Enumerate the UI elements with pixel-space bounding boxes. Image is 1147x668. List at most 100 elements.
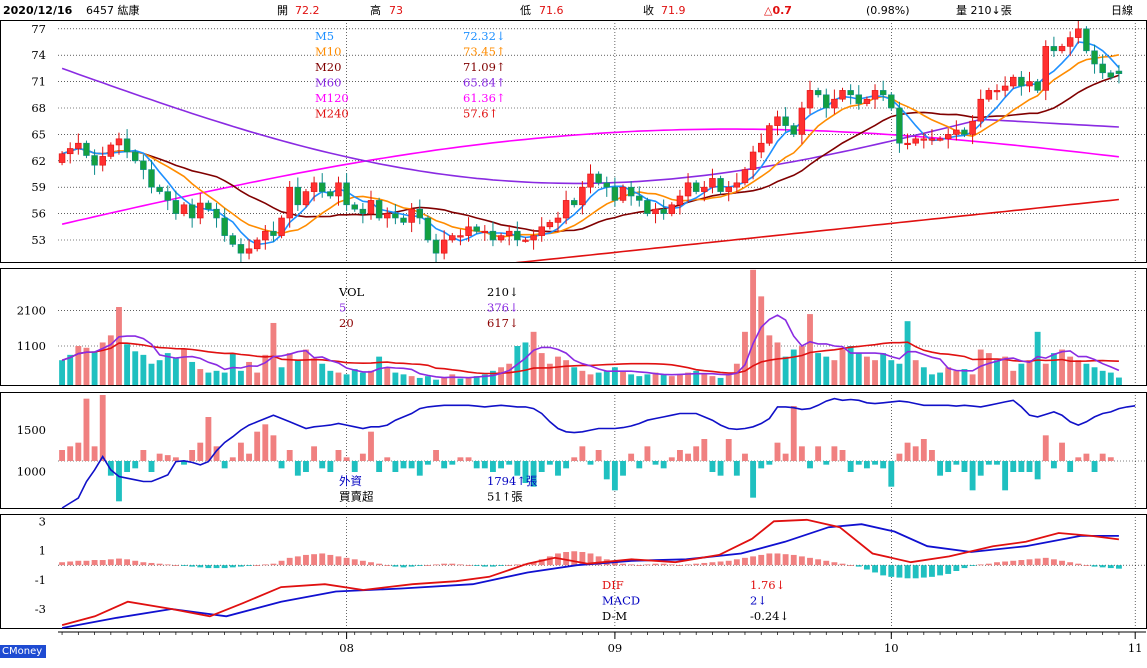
volume-bar: [587, 374, 594, 385]
price-y-tick: 71: [31, 75, 46, 89]
foreign-net-bar: [107, 461, 114, 476]
volume-bar: [1083, 363, 1090, 385]
macd-osc-bar: [506, 565, 513, 566]
volume-bar: [189, 361, 196, 385]
volume-bar: [733, 363, 740, 385]
macd-osc-bar: [424, 565, 431, 566]
candle-body: [392, 213, 399, 219]
macd-osc-bar: [457, 564, 464, 566]
foreign-net-bar: [912, 446, 919, 461]
foreign-net-bar: [424, 461, 431, 465]
foreign-net-bar: [392, 461, 399, 472]
foreign-panel-frame: [0, 392, 1147, 509]
volume-bar: [481, 374, 488, 385]
macd-osc-bar: [392, 565, 399, 567]
candle-body: [1001, 85, 1009, 91]
candle-body: [343, 182, 350, 206]
header-change: △0.7: [764, 4, 792, 17]
candle-body: [1026, 81, 1033, 87]
foreign-net-bar: [1002, 461, 1009, 491]
foreign-net-bar: [75, 442, 82, 461]
macd-osc-bar: [181, 565, 187, 566]
foreign-net-bar: [953, 461, 960, 465]
foreign-net-bar: [571, 457, 578, 461]
volume-bar: [156, 360, 163, 385]
candle-body: [327, 191, 334, 197]
volume-bar: [140, 354, 147, 385]
ma240-line: [515, 198, 1119, 262]
foreign-net-bar: [904, 442, 911, 461]
macd-osc-bar: [286, 557, 293, 566]
foreign-net-bar: [229, 457, 236, 461]
candle-body: [1034, 81, 1041, 91]
price-legend-value: 65.84↑: [463, 76, 506, 90]
volume-bar: [343, 374, 350, 385]
candle-body: [530, 235, 537, 241]
macd-osc-bar: [969, 565, 976, 566]
volume-bar: [319, 363, 326, 385]
volume-bar: [205, 372, 212, 385]
foreign-net-bar: [319, 461, 326, 469]
candle-body: [627, 186, 635, 197]
macd-osc-bar: [896, 565, 903, 578]
header-volume: 量 210↓張: [956, 4, 1012, 17]
foreign-legend-value: 1794↑張: [487, 474, 538, 488]
candle-body: [912, 138, 919, 144]
volume-bar: [465, 377, 472, 385]
macd-osc-bar: [872, 565, 878, 573]
brand-label: CMoney: [0, 645, 46, 658]
candle-body: [205, 202, 212, 210]
volume-bar: [368, 370, 374, 385]
volume-bar: [148, 363, 155, 385]
candle-body: [587, 173, 594, 188]
price-y-tick: 59: [31, 180, 46, 194]
candle-body: [335, 182, 342, 197]
macd-osc-bar: [278, 560, 285, 566]
macd-osc-bar: [473, 565, 480, 566]
macd-osc-bar: [408, 565, 415, 567]
macd-osc-bar: [229, 565, 236, 568]
candle-body: [107, 144, 115, 157]
candle-body: [936, 138, 944, 141]
macd-osc-bar: [237, 565, 244, 567]
foreign-net-bar: [449, 461, 456, 465]
volume-bar: [254, 372, 261, 385]
foreign-net-bar: [197, 442, 204, 461]
foreign-net-bar: [758, 461, 765, 469]
candle-body: [172, 200, 180, 214]
volume-bar: [522, 342, 529, 385]
volume-bar: [424, 376, 431, 385]
header-bar: 2020/12/16 6457 紘康 開 72.2 高 73 低 71.6 收 …: [3, 3, 1133, 17]
volume-legend-value: 376↓: [487, 301, 519, 315]
macd-y-tick: -1: [35, 573, 46, 587]
foreign-net-bar: [335, 450, 342, 461]
candle-body: [66, 148, 74, 155]
macd-osc-bar: [733, 559, 740, 566]
volume-bar: [807, 314, 813, 385]
foreign-net-bar: [668, 457, 675, 461]
volume-bar: [855, 353, 862, 385]
macd-osc-bar: [766, 553, 773, 566]
price-legend-value: 73.45↑: [463, 45, 506, 59]
macd-osc-bar: [294, 556, 301, 566]
volume-bar: [888, 360, 895, 385]
foreign-net-bar: [677, 450, 683, 461]
volume-y-tick: 2100: [17, 304, 46, 318]
macd-osc-bar: [660, 563, 667, 566]
foreign-net-bar: [766, 461, 773, 465]
macd-osc-bar: [742, 557, 748, 566]
volume-bar: [880, 353, 887, 385]
candle-body: [969, 120, 976, 135]
candle-body: [351, 204, 358, 210]
candle-body: [278, 217, 285, 236]
macd-osc-bar: [1002, 561, 1009, 566]
volume-bar: [327, 370, 334, 385]
candle-body: [790, 125, 797, 135]
macd-osc-bar: [847, 565, 854, 566]
candle-body: [156, 186, 163, 192]
volume-bar: [530, 331, 537, 385]
candle-body: [579, 186, 586, 206]
candle-body: [611, 186, 619, 201]
candle-body: [302, 191, 310, 206]
volume-bar: [416, 377, 423, 385]
